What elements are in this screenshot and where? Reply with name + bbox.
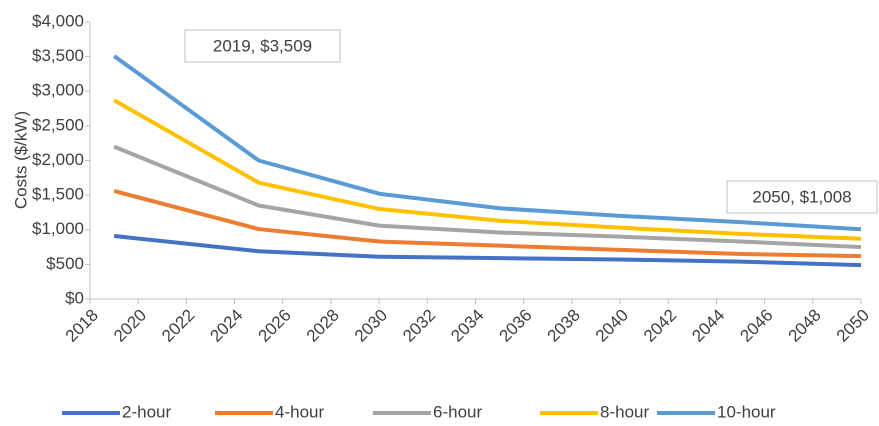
x-tick-label: 2044	[688, 306, 728, 346]
y-tick-label: $2,000	[32, 150, 84, 169]
x-tick-label: 2030	[351, 306, 391, 346]
y-tick-label: $3,000	[32, 81, 84, 100]
x-tick-label: 2050	[833, 306, 873, 346]
series-line	[113, 233, 862, 268]
series-line	[113, 98, 862, 241]
annotation: 2050, $1,008	[752, 187, 851, 206]
x-tick-label: 2028	[303, 306, 343, 346]
y-tick-label: $1,000	[32, 219, 84, 238]
x-tick-label: 2048	[785, 306, 825, 346]
x-tick-label: 2024	[206, 306, 246, 346]
legend-label: 4-hour	[275, 402, 324, 421]
x-tick-label: 2022	[158, 306, 198, 346]
legend-label: 6-hour	[433, 402, 482, 421]
x-tick-label: 2046	[736, 306, 776, 346]
legend-label: 10-hour	[717, 402, 776, 421]
y-tick-label: $3,500	[32, 46, 84, 65]
x-tick-label: 2018	[62, 306, 102, 346]
y-axis-label: Costs ($/kW)	[11, 111, 30, 209]
x-tick-label: 2042	[640, 306, 680, 346]
y-tick-label: $1,500	[32, 185, 84, 204]
x-tick-label: 2026	[255, 306, 295, 346]
x-tick-label: 2020	[110, 306, 150, 346]
y-tick-label: $500	[46, 254, 84, 273]
y-tick-label: $2,500	[32, 115, 84, 134]
annotation-box	[184, 29, 341, 63]
legend-label: 2-hour	[122, 402, 171, 421]
x-tick-label: 2034	[447, 306, 487, 346]
legend-label: 8-hour	[600, 402, 649, 421]
annotation-box	[726, 180, 878, 214]
series-line	[112, 54, 862, 232]
series-line	[113, 144, 862, 250]
y-tick-label: $4,000	[32, 11, 84, 30]
series-line	[113, 189, 862, 259]
y-tick-label: $0	[65, 288, 84, 307]
x-tick-label: 2038	[544, 306, 584, 346]
x-tick-label: 2036	[496, 306, 536, 346]
annotation: 2019, $3,509	[213, 36, 312, 55]
x-tick-label: 2032	[399, 306, 439, 346]
x-tick-label: 2040	[592, 306, 632, 346]
